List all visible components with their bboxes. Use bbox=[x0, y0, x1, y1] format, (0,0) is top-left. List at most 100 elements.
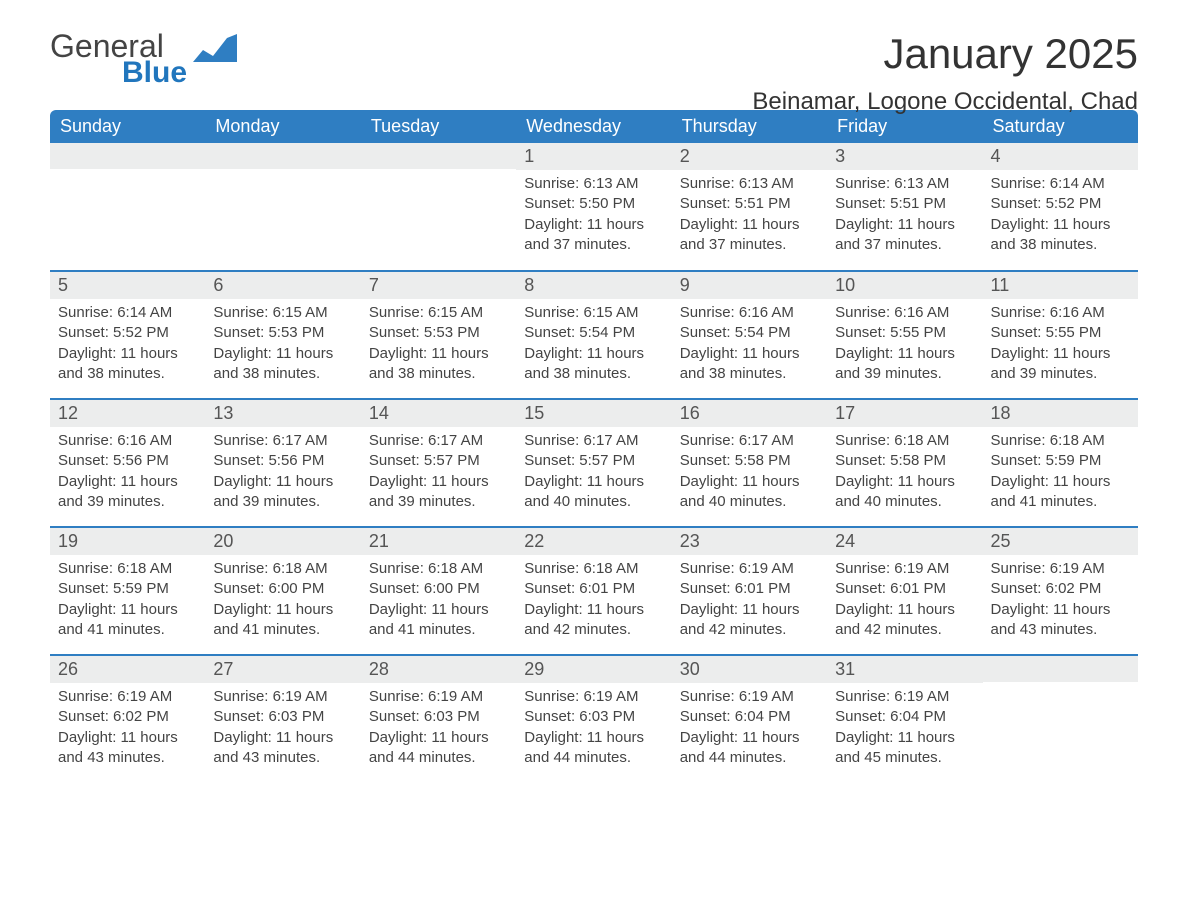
calendar-day-cell: 14Sunrise: 6:17 AMSunset: 5:57 PMDayligh… bbox=[361, 399, 516, 527]
sunset-text: Sunset: 5:51 PM bbox=[680, 194, 819, 214]
calendar-day-cell: 26Sunrise: 6:19 AMSunset: 6:02 PMDayligh… bbox=[50, 655, 205, 783]
sunset-text: Sunset: 5:57 PM bbox=[524, 451, 663, 471]
calendar-day-cell: 6Sunrise: 6:15 AMSunset: 5:53 PMDaylight… bbox=[205, 271, 360, 399]
day-content: Sunrise: 6:13 AMSunset: 5:51 PMDaylight:… bbox=[672, 170, 827, 265]
sunset-text: Sunset: 6:04 PM bbox=[835, 707, 974, 727]
day-number bbox=[361, 143, 516, 169]
sunset-text: Sunset: 6:01 PM bbox=[524, 579, 663, 599]
calendar-day-cell: 16 Sunrise: 6:17 AMSunset: 5:58 PMDayligh… bbox=[672, 399, 827, 527]
daylight-text: Daylight: 11 hours and 40 minutes. bbox=[680, 472, 819, 513]
sunset-text: Sunset: 5:57 PM bbox=[369, 451, 508, 471]
day-content bbox=[50, 169, 205, 249]
calendar-day-cell: 20Sunrise: 6:18 AMSunset: 6:00 PMDayligh… bbox=[205, 527, 360, 655]
daylight-text: Daylight: 11 hours and 38 minutes. bbox=[991, 215, 1130, 256]
calendar-day-cell: 11Sunrise: 6:16 AMSunset: 5:55 PMDayligh… bbox=[983, 271, 1138, 399]
sunset-text: Sunset: 6:00 PM bbox=[213, 579, 352, 599]
daylight-text: Daylight: 11 hours and 43 minutes. bbox=[991, 600, 1130, 641]
sunset-text: Sunset: 5:50 PM bbox=[524, 194, 663, 214]
logo-text-blue: Blue bbox=[122, 56, 187, 90]
day-number: 16 bbox=[672, 400, 827, 427]
day-content: Sunrise: 6:19 AMSunset: 6:02 PMDaylight:… bbox=[50, 683, 205, 778]
day-content: Sunrise: 6:17 AMSunset: 5:56 PMDaylight:… bbox=[205, 427, 360, 522]
day-content bbox=[361, 169, 516, 249]
day-number: 4 bbox=[983, 143, 1138, 170]
day-content: Sunrise: 6:19 AMSunset: 6:03 PMDaylight:… bbox=[205, 683, 360, 778]
day-number: 29 bbox=[516, 656, 671, 683]
sunset-text: Sunset: 6:03 PM bbox=[524, 707, 663, 727]
day-number bbox=[983, 656, 1138, 682]
sunrise-text: Sunrise: 6:16 AM bbox=[680, 303, 819, 323]
sunrise-text: Sunrise: 6:15 AM bbox=[524, 303, 663, 323]
sunrise-text: Sunrise: 6:17 AM bbox=[680, 431, 819, 451]
day-content: Sunrise: 6:19 AMSunset: 6:01 PMDaylight:… bbox=[827, 555, 982, 650]
day-content: Sunrise: 6:19 AMSunset: 6:04 PMDaylight:… bbox=[672, 683, 827, 778]
day-number: 6 bbox=[205, 272, 360, 299]
calendar-week-row: 1Sunrise: 6:13 AMSunset: 5:50 PMDaylight… bbox=[50, 143, 1138, 271]
daylight-text: Daylight: 11 hours and 39 minutes. bbox=[835, 344, 974, 385]
sunset-text: Sunset: 5:55 PM bbox=[835, 323, 974, 343]
sunrise-text: Sunrise: 6:19 AM bbox=[680, 559, 819, 579]
daylight-text: Daylight: 11 hours and 39 minutes. bbox=[213, 472, 352, 513]
calendar-day-cell: 13Sunrise: 6:17 AMSunset: 5:56 PMDayligh… bbox=[205, 399, 360, 527]
day-number: 7 bbox=[361, 272, 516, 299]
daylight-text: Daylight: 11 hours and 39 minutes. bbox=[58, 472, 197, 513]
calendar-week-row: 19Sunrise: 6:18 AMSunset: 5:59 PMDayligh… bbox=[50, 527, 1138, 655]
sunset-text: Sunset: 5:59 PM bbox=[58, 579, 197, 599]
sunset-text: Sunset: 5:51 PM bbox=[835, 194, 974, 214]
daylight-text: Daylight: 11 hours and 42 minutes. bbox=[680, 600, 819, 641]
day-content: Sunrise: 6:19 AMSunset: 6:03 PMDaylight:… bbox=[516, 683, 671, 778]
sunset-text: Sunset: 5:58 PM bbox=[835, 451, 974, 471]
day-number bbox=[205, 143, 360, 169]
daylight-text: Daylight: 11 hours and 41 minutes. bbox=[213, 600, 352, 641]
sunrise-text: Sunrise: 6:19 AM bbox=[835, 559, 974, 579]
day-content: Sunrise: 6:18 AMSunset: 5:59 PMDaylight:… bbox=[50, 555, 205, 650]
sunrise-text: Sunrise: 6:19 AM bbox=[524, 687, 663, 707]
day-number: 30 bbox=[672, 656, 827, 683]
calendar-day-cell bbox=[983, 655, 1138, 783]
calendar-table: Sunday Monday Tuesday Wednesday Thursday… bbox=[50, 110, 1138, 783]
sunset-text: Sunset: 6:01 PM bbox=[835, 579, 974, 599]
sunset-text: Sunset: 6:00 PM bbox=[369, 579, 508, 599]
sunrise-text: Sunrise: 6:18 AM bbox=[213, 559, 352, 579]
day-number: 20 bbox=[205, 528, 360, 555]
day-number: 26 bbox=[50, 656, 205, 683]
sunrise-text: Sunrise: 6:19 AM bbox=[58, 687, 197, 707]
day-content: Sunrise: 6:18 AMSunset: 5:59 PMDaylight:… bbox=[983, 427, 1138, 522]
day-content: Sunrise: 6:18 AMSunset: 6:00 PMDaylight:… bbox=[205, 555, 360, 650]
day-number: 19 bbox=[50, 528, 205, 555]
day-content: Sunrise: 6:19 AMSunset: 6:04 PMDaylight:… bbox=[827, 683, 982, 778]
sunset-text: Sunset: 6:04 PM bbox=[680, 707, 819, 727]
day-content: Sunrise: 6:19 AMSunset: 6:01 PMDaylight:… bbox=[672, 555, 827, 650]
day-number: 3 bbox=[827, 143, 982, 170]
sunset-text: Sunset: 6:02 PM bbox=[991, 579, 1130, 599]
sunrise-text: Sunrise: 6:13 AM bbox=[835, 174, 974, 194]
month-title: January 2025 bbox=[752, 30, 1138, 78]
sunset-text: Sunset: 5:58 PM bbox=[680, 451, 819, 471]
sunset-text: Sunset: 6:03 PM bbox=[213, 707, 352, 727]
sunrise-text: Sunrise: 6:13 AM bbox=[680, 174, 819, 194]
calendar-day-cell: 4Sunrise: 6:14 AMSunset: 5:52 PMDaylight… bbox=[983, 143, 1138, 271]
day-number: 21 bbox=[361, 528, 516, 555]
calendar-day-cell: 10Sunrise: 6:16 AMSunset: 5:55 PMDayligh… bbox=[827, 271, 982, 399]
sunset-text: Sunset: 5:59 PM bbox=[991, 451, 1130, 471]
calendar-day-cell: 9Sunrise: 6:16 AMSunset: 5:54 PMDaylight… bbox=[672, 271, 827, 399]
day-content: Sunrise: 6:16 AMSunset: 5:55 PMDaylight:… bbox=[983, 299, 1138, 394]
daylight-text: Daylight: 11 hours and 38 minutes. bbox=[58, 344, 197, 385]
sunrise-text: Sunrise: 6:19 AM bbox=[213, 687, 352, 707]
daylight-text: Daylight: 11 hours and 44 minutes. bbox=[524, 728, 663, 769]
daylight-text: Daylight: 11 hours and 41 minutes. bbox=[58, 600, 197, 641]
day-number: 1 bbox=[516, 143, 671, 170]
sunset-text: Sunset: 5:56 PM bbox=[58, 451, 197, 471]
calendar-day-cell: 21Sunrise: 6:18 AMSunset: 6:00 PMDayligh… bbox=[361, 527, 516, 655]
daylight-text: Daylight: 11 hours and 39 minutes. bbox=[991, 344, 1130, 385]
sunset-text: Sunset: 5:52 PM bbox=[991, 194, 1130, 214]
daylight-text: Daylight: 11 hours and 41 minutes. bbox=[369, 600, 508, 641]
day-content: Sunrise: 6:15 AMSunset: 5:53 PMDaylight:… bbox=[361, 299, 516, 394]
daylight-text: Daylight: 11 hours and 38 minutes. bbox=[213, 344, 352, 385]
calendar-day-cell: 25Sunrise: 6:19 AMSunset: 6:02 PMDayligh… bbox=[983, 527, 1138, 655]
day-number: 13 bbox=[205, 400, 360, 427]
daylight-text: Daylight: 11 hours and 37 minutes. bbox=[524, 215, 663, 256]
sunset-text: Sunset: 5:56 PM bbox=[213, 451, 352, 471]
day-content: Sunrise: 6:17 AMSunset: 5:57 PMDaylight:… bbox=[516, 427, 671, 522]
calendar-day-cell: 8Sunrise: 6:15 AMSunset: 5:54 PMDaylight… bbox=[516, 271, 671, 399]
